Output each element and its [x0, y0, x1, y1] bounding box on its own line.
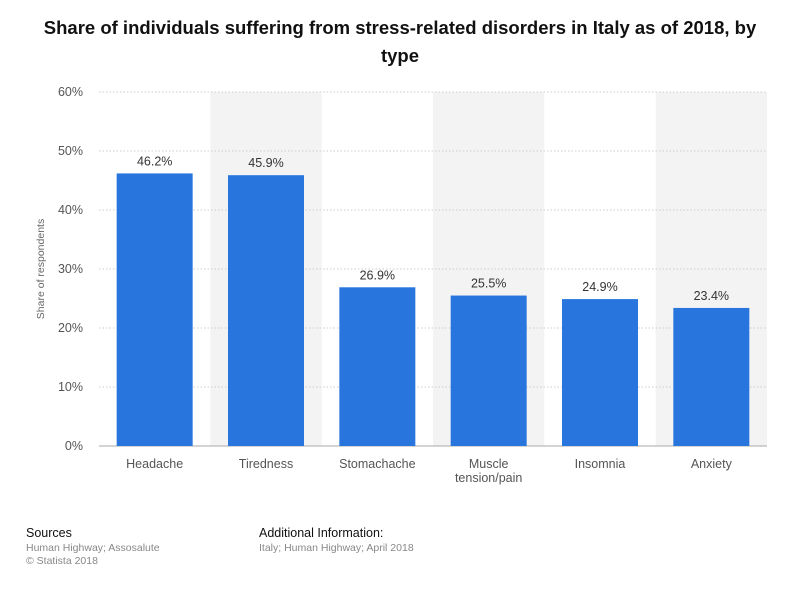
- x-tick-label: Insomnia: [575, 457, 626, 471]
- y-tick-label: 0%: [65, 439, 83, 453]
- y-tick-label: 20%: [58, 321, 83, 335]
- data-label: 26.9%: [360, 268, 395, 282]
- y-tick-label: 50%: [58, 144, 83, 158]
- additional-info-heading: Additional Information:: [259, 526, 384, 540]
- x-tick-label: Stomachache: [339, 457, 415, 471]
- bar: [673, 307, 750, 446]
- copyright-text: © Statista 2018: [26, 555, 98, 567]
- y-tick-label: 30%: [58, 262, 83, 276]
- data-label: 46.2%: [137, 154, 172, 168]
- bar: [228, 175, 304, 446]
- y-tick-label: 10%: [58, 380, 83, 394]
- sources-text: Human Highway; Assosalute: [26, 542, 160, 554]
- data-label: 45.9%: [248, 156, 283, 170]
- sources-block: Sources Human Highway; Assosalute © Stat…: [26, 526, 160, 568]
- x-tick-label: Muscle: [469, 457, 509, 471]
- additional-info-block: Additional Information: Italy; Human Hig…: [259, 526, 414, 555]
- data-label: 23.4%: [694, 289, 729, 303]
- x-tick-label: tension/pain: [455, 471, 522, 485]
- additional-info-text: Italy; Human Highway; April 2018: [259, 542, 414, 554]
- bar: [116, 173, 193, 447]
- data-label: 25.5%: [471, 277, 506, 291]
- data-label: 24.9%: [582, 280, 617, 294]
- bar: [562, 299, 638, 446]
- y-axis-title: Share of respondents: [35, 219, 47, 319]
- x-tick-label: Headache: [126, 457, 183, 471]
- sources-heading: Sources: [26, 526, 72, 540]
- y-tick-label: 40%: [58, 203, 83, 217]
- chart-title: Share of individuals suffering from stre…: [43, 17, 757, 66]
- x-tick-label: Anxiety: [691, 457, 733, 471]
- bar: [339, 287, 416, 446]
- y-tick-label: 60%: [58, 85, 83, 99]
- bar: [450, 295, 527, 446]
- x-tick-label: Tiredness: [239, 457, 293, 471]
